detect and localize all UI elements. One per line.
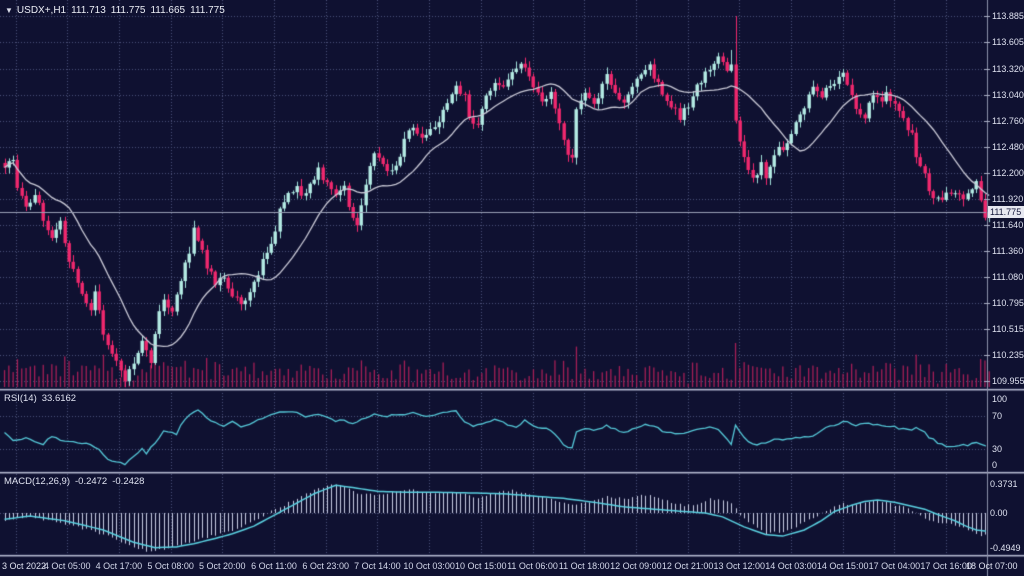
ohlc-open: 111.713 [71, 5, 106, 16]
rsi-axis-label: 30 [992, 444, 1003, 454]
time-axis-label: 14 Oct 15:00 [816, 561, 869, 571]
time-axis-label: 18 Oct 07:00 [966, 561, 1018, 571]
macd-indicator-label: MACD(12,26,9) -0.2472 -0.2428 [4, 476, 144, 487]
time-axis-label: 12 Oct 09:00 [610, 561, 662, 571]
price-axis-label: 111.640 [992, 219, 1024, 230]
rsi-axis-label: 70 [992, 411, 1003, 421]
time-axis-label: 4 Oct 05:00 [43, 561, 91, 571]
price-axis-label: 113.605 [992, 37, 1024, 48]
rsi-axis-label: 0 [992, 460, 998, 470]
macd-axis-label: 0.00 [990, 508, 1008, 518]
price-axis-label: 112.200 [992, 167, 1024, 178]
price-axis-label: 111.080 [992, 271, 1024, 282]
time-axis-label: 5 Oct 08:00 [147, 561, 194, 571]
time-axis-label: 10 Oct 03:00 [403, 561, 455, 571]
price-axis-label: 110.515 [992, 323, 1024, 334]
ohlc-high: 111.775 [110, 5, 146, 16]
rsi-axis-label: 100 [992, 394, 1008, 404]
time-axis-label: 7 Oct 14:00 [354, 561, 401, 571]
time-axis-label: 14 Oct 03:00 [765, 561, 817, 571]
time-axis-label: 11 Oct 06:00 [507, 561, 558, 571]
time-axis-label: 13 Oct 12:00 [713, 561, 766, 571]
time-axis-label: 17 Oct 04:00 [868, 561, 921, 571]
time-axis-label: 17 Oct 16:00 [920, 561, 972, 571]
time-axis-label: 4 Oct 17:00 [95, 561, 143, 571]
price-axis-label: 113.040 [992, 89, 1024, 100]
rsi-name: RSI(14) [4, 393, 37, 404]
time-axis-label: 6 Oct 23:00 [302, 561, 349, 571]
price-axis-label: 112.480 [992, 141, 1024, 152]
rsi-indicator-label: RSI(14) 33.6162 [4, 393, 76, 404]
price-axis-label: 110.795 [992, 297, 1024, 308]
macd-main-value: -0.2472 [75, 476, 108, 487]
time-axis-label: 10 Oct 15:00 [455, 561, 507, 571]
macd-signal-value: -0.2428 [112, 476, 145, 487]
time-axis-label: 12 Oct 21:00 [661, 561, 714, 571]
current-price-badge: 111.775 [988, 206, 1024, 218]
time-axis-label: 11 Oct 18:00 [558, 561, 610, 571]
chart-ohlc-header: ▼ USDX+,H1 111.713 111.775 111.665 111.775 [5, 5, 225, 16]
price-axis-label: 111.360 [992, 245, 1024, 256]
price-axis-label: 109.955 [992, 375, 1024, 386]
ohlc-low: 111.665 [150, 5, 186, 16]
time-axis-label: 5 Oct 20:00 [199, 561, 246, 571]
macd-name: MACD(12,26,9) [4, 476, 70, 487]
time-axis-label: 6 Oct 11:00 [251, 561, 297, 571]
ohlc-close: 111.775 [190, 5, 225, 16]
price-axis-label: 113.885 [992, 11, 1024, 22]
price-axis-label: 110.235 [992, 349, 1024, 360]
symbol-dropdown-icon[interactable]: ▼ [5, 6, 13, 15]
price-axis-label: 113.320 [992, 63, 1024, 74]
macd-axis-label: 0.3731 [990, 479, 1018, 490]
price-axis-label: 111.920 [992, 193, 1024, 204]
rsi-value: 33.6162 [41, 393, 77, 404]
macd-axis-label: -0.4949 [990, 543, 1021, 553]
symbol-timeframe: USDX+,H1 [16, 5, 67, 16]
price-axis-label: 112.760 [992, 115, 1024, 126]
time-axis-label: 3 Oct 2022 [2, 561, 47, 571]
